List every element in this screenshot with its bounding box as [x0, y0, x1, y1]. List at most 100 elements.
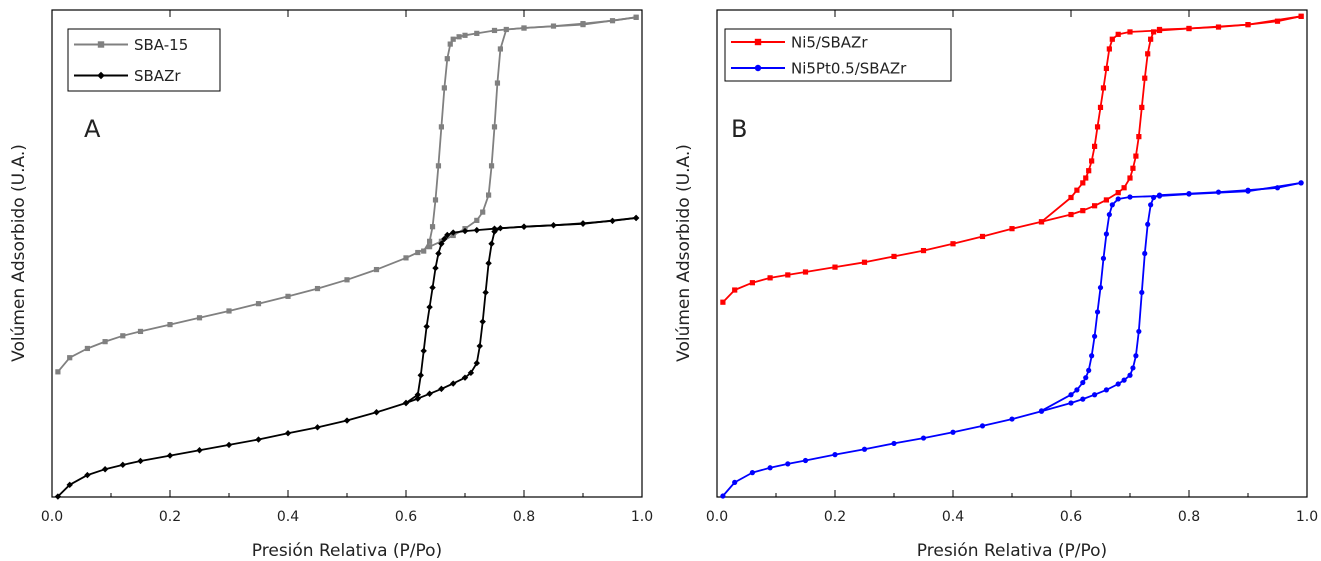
data-point — [767, 465, 773, 471]
data-point — [1009, 416, 1015, 422]
data-point — [420, 347, 427, 355]
data-point — [1089, 353, 1095, 359]
data-point — [486, 192, 492, 198]
data-point — [450, 229, 457, 236]
data-point — [1298, 13, 1304, 19]
data-point — [373, 409, 380, 416]
legend-label: SBA-15 — [134, 36, 188, 54]
x-tick-label: 0.6 — [395, 509, 417, 525]
data-point — [1145, 221, 1151, 227]
data-point — [1100, 255, 1107, 261]
data-point — [467, 369, 475, 377]
data-point — [444, 56, 450, 62]
data-point — [1142, 75, 1148, 81]
legend-label: SBAZr — [134, 67, 181, 85]
data-point — [84, 345, 90, 352]
data-point — [427, 238, 433, 244]
data-point — [429, 224, 436, 230]
data-point — [732, 287, 738, 293]
data-point — [101, 466, 109, 473]
x-tick-label: 0.0 — [706, 509, 728, 525]
data-point — [120, 333, 126, 339]
data-point — [480, 209, 486, 215]
data-point — [1068, 211, 1074, 218]
x-tick-label: 0.4 — [942, 509, 964, 525]
data-point — [167, 322, 173, 328]
data-point — [491, 225, 498, 232]
data-point — [137, 457, 144, 465]
data-point — [1133, 353, 1139, 359]
data-point — [488, 240, 495, 247]
data-point — [485, 260, 492, 267]
data-point — [749, 280, 755, 286]
data-point — [1156, 27, 1163, 34]
data-point — [1109, 36, 1115, 42]
x-tick-label: 0.2 — [824, 509, 846, 525]
data-point — [720, 299, 726, 305]
data-point — [1092, 143, 1098, 149]
data-point — [950, 429, 956, 435]
data-point — [435, 250, 442, 257]
data-point — [1130, 165, 1136, 171]
data-point — [1089, 158, 1095, 164]
data-point — [1038, 219, 1045, 225]
data-point — [1186, 25, 1192, 32]
data-point — [785, 461, 791, 467]
data-point — [832, 452, 838, 458]
data-point — [97, 71, 105, 80]
data-point — [402, 399, 410, 407]
data-point — [1074, 387, 1080, 393]
panel-letter: A — [84, 115, 101, 143]
data-point — [1115, 196, 1121, 202]
data-point — [441, 85, 447, 91]
legend-label: Ni5/SBAZr — [791, 34, 868, 52]
data-point — [785, 272, 791, 278]
data-point — [1121, 185, 1127, 191]
data-point — [891, 440, 897, 447]
data-point — [1103, 387, 1109, 393]
y-axis-label: Volúmen Adsorbido (U.A.) — [674, 144, 694, 362]
data-point — [802, 457, 809, 464]
data-point — [1139, 289, 1145, 296]
data-point — [1121, 377, 1127, 383]
data-point — [1080, 379, 1086, 386]
legend-box — [724, 28, 952, 82]
data-point — [1068, 400, 1074, 406]
data-point — [754, 64, 762, 72]
data-point — [891, 253, 897, 260]
data-point — [767, 275, 773, 281]
panel-b: 0.0 0.2 0.4 0.6 0.8 1.0 B Ni5/SBAZr Ni5Pt0.5/S… — [674, 9, 1318, 561]
data-point — [1186, 191, 1192, 197]
data-point — [1133, 153, 1139, 159]
data-point — [1151, 29, 1157, 35]
data-point — [196, 447, 203, 454]
series-group — [54, 14, 640, 500]
data-point — [1156, 193, 1163, 199]
data-point — [450, 380, 457, 387]
data-point — [66, 481, 73, 489]
data-point — [84, 471, 91, 479]
data-point — [1106, 211, 1112, 218]
data-point — [461, 374, 469, 381]
data-point — [950, 241, 956, 247]
data-point — [1092, 333, 1098, 339]
x-tick-label: 0.4 — [277, 509, 299, 525]
data-point — [1100, 85, 1107, 91]
legend-label: Ni5Pt0.5/SBAZr — [791, 60, 907, 78]
data-point — [491, 27, 498, 34]
series-group — [720, 13, 1304, 499]
data-point — [435, 163, 442, 169]
data-point — [494, 80, 501, 86]
data-point — [432, 264, 439, 272]
data-point — [373, 266, 380, 273]
data-point — [732, 479, 738, 485]
data-point — [432, 197, 439, 203]
data-point — [343, 417, 351, 424]
data-point — [1094, 309, 1101, 315]
data-point — [427, 244, 433, 250]
data-point — [450, 36, 456, 42]
data-point — [479, 318, 486, 325]
data-point — [1127, 372, 1133, 378]
data-point — [196, 315, 203, 321]
data-point — [754, 38, 762, 46]
